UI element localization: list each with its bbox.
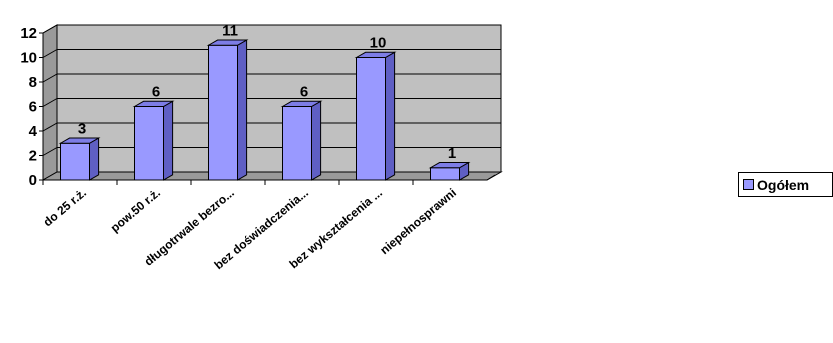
bar: [60, 142, 90, 181]
y-tick-label: 4: [29, 123, 38, 140]
bar-top: [354, 51, 397, 58]
gridline-side: [42, 24, 58, 34]
data-label: 6: [300, 84, 308, 101]
y-tick-label: 2: [29, 148, 37, 165]
x-tick-label: do 25 r.ż.: [41, 186, 89, 230]
data-label: 3: [78, 120, 86, 137]
bar: [282, 106, 312, 181]
legend-swatch: [743, 179, 754, 190]
y-tick-label: 8: [29, 74, 37, 91]
gridline-side: [42, 98, 58, 107]
bar-side: [385, 51, 396, 181]
legend-label: Ogółem: [757, 176, 810, 193]
x-tick-label: pow.50 r.ż.: [108, 186, 163, 235]
x-tick-label: niepełnosprawni: [377, 186, 459, 258]
bar: [134, 106, 164, 181]
bar: [208, 44, 238, 181]
data-label: 1: [448, 145, 456, 162]
gridline-side: [42, 122, 58, 132]
y-tick-label: 12: [20, 25, 37, 42]
bar-top: [206, 39, 249, 46]
gridline-side: [42, 49, 58, 58]
bar-top: [58, 137, 101, 144]
legend: Ogółem: [738, 172, 833, 197]
bar-top: [280, 100, 323, 107]
bar: [356, 57, 386, 181]
data-label: 10: [370, 35, 387, 52]
bar: [430, 167, 460, 181]
x-axis-end: [486, 174, 496, 181]
bar-side: [237, 39, 248, 181]
bar-side: [89, 137, 100, 181]
y-tick-label: 10: [20, 50, 37, 67]
y-tick-label: 6: [29, 99, 37, 116]
gridline-side: [42, 147, 58, 156]
data-label: 6: [152, 84, 160, 101]
gridline-side: [42, 73, 58, 83]
bar-top: [132, 100, 175, 107]
bar-top: [428, 162, 471, 169]
bar-side: [311, 100, 322, 181]
data-label: 11: [222, 22, 238, 39]
y-tick-label: 0: [29, 172, 37, 189]
bar-side: [163, 100, 174, 181]
